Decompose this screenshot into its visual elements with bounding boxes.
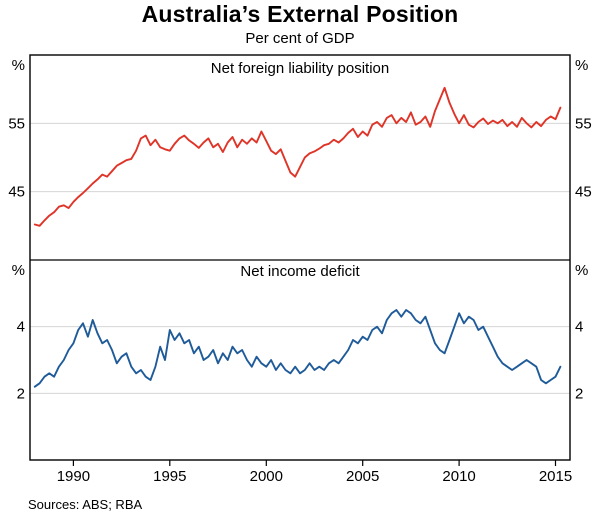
x-tick-label: 1990 (57, 468, 90, 485)
panel-label-net-income-deficit: Net income deficit (240, 263, 360, 280)
unit-label-left: % (12, 262, 25, 279)
y-tick-label-left: 2 (17, 385, 25, 402)
chart-title: Australia’s External Position (141, 1, 459, 27)
y-tick-label-left: 45 (8, 184, 25, 201)
unit-label-right: % (575, 262, 588, 279)
sources-text: Sources: ABS; RBA (28, 497, 143, 512)
chart-subtitle: Per cent of GDP (245, 30, 355, 47)
panel-label-net-foreign-liability: Net foreign liability position (210, 60, 390, 77)
y-tick-label-right: 2 (575, 385, 583, 402)
x-tick-label: 1995 (153, 468, 186, 485)
series-line-net-income-deficit (33, 309, 562, 388)
x-tick-label: 2005 (346, 468, 379, 485)
y-tick-label-right: 4 (575, 319, 583, 336)
unit-label-right: % (575, 57, 588, 74)
y-tick-label-right: 55 (575, 115, 592, 132)
unit-label-left: % (12, 57, 25, 74)
y-tick-label-left: 55 (8, 115, 25, 132)
y-tick-label-left: 4 (17, 319, 25, 336)
x-tick-label: 2010 (442, 468, 475, 485)
series-line-net-foreign-liability (33, 86, 562, 227)
plot-border (29, 54, 571, 461)
y-tick-label-right: 45 (575, 184, 592, 201)
x-tick-label: 2015 (539, 468, 572, 485)
x-tick-label: 2000 (250, 468, 283, 485)
